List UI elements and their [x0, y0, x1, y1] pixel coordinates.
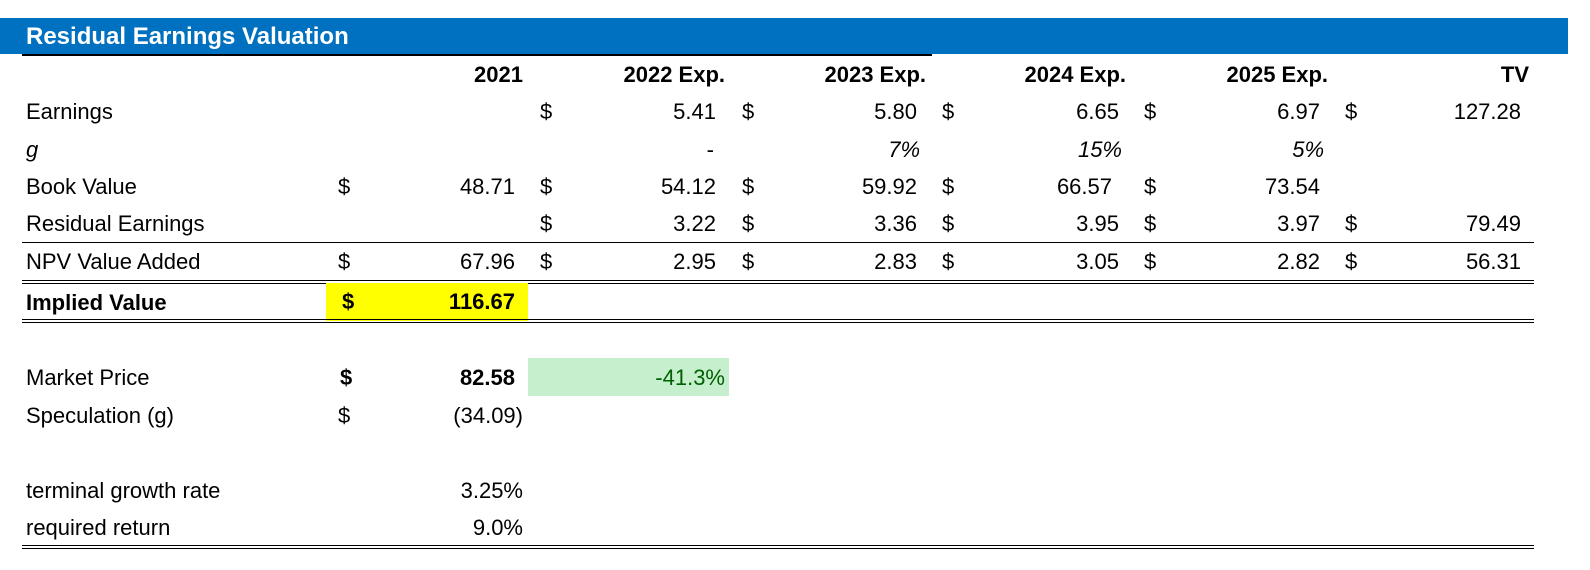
book-2025: 73.54: [1264, 174, 1320, 199]
earnings-tv: 127.28: [1453, 99, 1521, 124]
residual-2025: 3.97: [1277, 211, 1320, 236]
row-label-market-price: Market Price: [26, 365, 150, 390]
residual-2022: 3.22: [673, 211, 716, 236]
upside-percent: -41.3%: [655, 365, 725, 390]
book-2023: 59.92: [861, 174, 917, 199]
dollar-sign: $: [1345, 211, 1358, 236]
header-2025: 2025 Exp.: [1226, 62, 1328, 87]
row-label-residual-earnings: Residual Earnings: [26, 211, 205, 236]
dollar-sign: $: [742, 174, 755, 199]
dollar-sign: $: [1345, 99, 1358, 124]
residual-tv: 79.49: [1465, 211, 1521, 236]
dollar-sign: $: [540, 174, 553, 199]
dollar-sign: $: [540, 211, 553, 236]
header-2021: 2021: [474, 62, 523, 87]
g-2025: 5%: [1292, 137, 1324, 162]
row-separator: [22, 280, 1534, 281]
earnings-2025: 6.97: [1277, 99, 1320, 124]
dollar-sign: $: [942, 211, 955, 236]
title-bar: Residual Earnings Valuation: [0, 18, 1568, 54]
row-label-implied-value: Implied Value: [26, 290, 167, 315]
row-separator: [22, 283, 1534, 284]
dollar-sign: $: [1345, 249, 1358, 274]
market-price[interactable]: 82.58: [459, 365, 515, 390]
row-separator: [22, 548, 1534, 549]
row-label-earnings: Earnings: [26, 99, 113, 124]
dollar-sign: $: [742, 99, 755, 124]
row-label-terminal-growth: terminal growth rate: [26, 478, 221, 503]
speculation-value: (34.09): [453, 403, 523, 428]
dollar-sign: $: [540, 99, 553, 124]
dollar-sign: $: [1144, 99, 1157, 124]
dollar-sign: $: [540, 249, 553, 274]
dollar-sign: $: [338, 249, 351, 274]
row-label-speculation: Speculation (g): [26, 403, 174, 428]
row-separator: [22, 322, 1534, 323]
earnings-2024: 6.65: [1076, 99, 1119, 124]
g-2022: -: [706, 137, 714, 162]
npv-2022: 2.95: [673, 249, 716, 274]
row-label-book-value: Book Value: [26, 174, 137, 199]
terminal-growth-rate[interactable]: 3.25%: [460, 478, 523, 503]
book-2021: 48.71: [459, 174, 515, 199]
g-2024: 15%: [1077, 137, 1122, 162]
upside-highlight: [528, 358, 729, 396]
dollar-sign: $: [338, 403, 351, 428]
header-2024: 2024 Exp.: [1024, 62, 1126, 87]
implied-value[interactable]: 116.67: [448, 289, 515, 314]
dollar-sign: $: [942, 99, 955, 124]
dollar-sign: $: [1144, 211, 1157, 236]
row-label-npv: NPV Value Added: [26, 249, 201, 274]
book-2022: 54.12: [660, 174, 716, 199]
dollar-sign: $: [342, 289, 355, 314]
residual-2024: 3.95: [1076, 211, 1119, 236]
dollar-sign: $: [338, 174, 351, 199]
dollar-sign: $: [742, 249, 755, 274]
npv-2024: 3.05: [1076, 249, 1119, 274]
row-separator: [22, 319, 1534, 320]
earnings-2023: 5.80: [874, 99, 917, 124]
row-label-g: g: [26, 137, 39, 162]
header-2022: 2022 Exp.: [623, 62, 725, 87]
row-separator: [22, 242, 1534, 243]
dollar-sign: $: [742, 211, 755, 236]
required-return[interactable]: 9.0%: [472, 515, 523, 540]
title-underline: [22, 54, 932, 56]
npv-2021: 67.96: [459, 249, 515, 274]
dollar-sign: $: [1144, 249, 1157, 274]
npv-tv: 56.31: [1465, 249, 1521, 274]
dollar-sign: $: [942, 249, 955, 274]
dollar-sign: $: [340, 365, 353, 390]
implied-value-highlight: [326, 283, 528, 321]
npv-2025: 2.82: [1277, 249, 1320, 274]
npv-2023: 2.83: [874, 249, 917, 274]
residual-2023: 3.36: [874, 211, 917, 236]
earnings-2022: 5.41: [673, 99, 716, 124]
header-2023: 2023 Exp.: [824, 62, 926, 87]
g-2023: 7%: [888, 137, 920, 162]
book-2024: 66.57: [1056, 174, 1112, 199]
dollar-sign: $: [942, 174, 955, 199]
header-tv: TV: [1500, 62, 1529, 87]
sheet-title: Residual Earnings Valuation: [26, 23, 349, 50]
row-label-required-return: required return: [26, 515, 171, 540]
dollar-sign: $: [1144, 174, 1157, 199]
row-separator: [22, 545, 1534, 546]
